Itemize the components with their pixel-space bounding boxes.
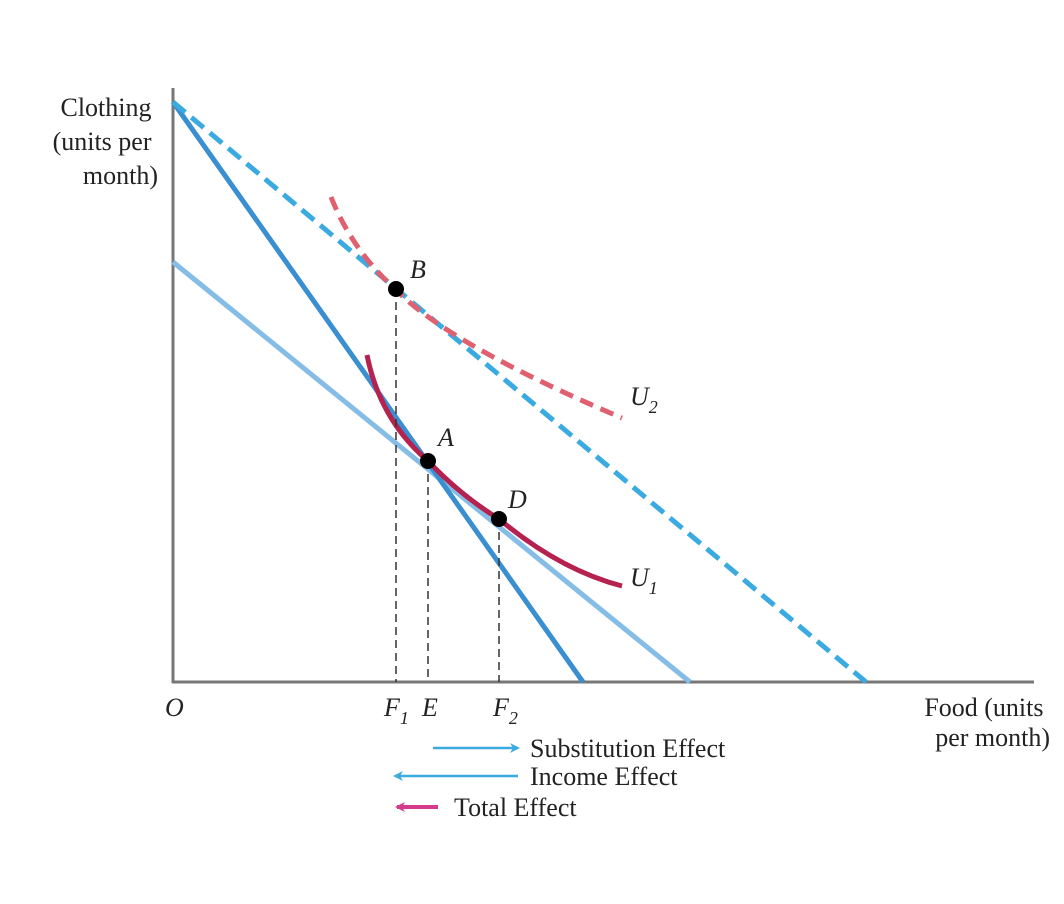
indifference-curve-u2: [328, 196, 623, 421]
point-b: [388, 281, 404, 297]
origin-label: O: [165, 693, 184, 722]
point-d: [491, 511, 507, 527]
label-u2: U2: [630, 382, 658, 417]
total-effect-label: Total Effect: [454, 793, 577, 822]
x-axis-label: Food (units per month): [924, 693, 1050, 752]
y-axis-label: Clothing (units per month): [53, 93, 158, 190]
indifference-curve-u1: [364, 354, 623, 589]
label-d: D: [507, 485, 527, 514]
point-a: [420, 453, 436, 469]
tick-f1: F1: [383, 693, 409, 728]
tick-e: E: [421, 693, 438, 722]
budget-line-compensated-dashed: [171, 100, 868, 684]
label-a: A: [436, 423, 454, 452]
label-b: B: [410, 255, 426, 284]
label-u1: U1: [630, 563, 658, 598]
substitution-effect-label: Substitution Effect: [530, 734, 726, 763]
tick-f2: F2: [492, 693, 518, 728]
income-effect-label: Income Effect: [530, 762, 678, 791]
